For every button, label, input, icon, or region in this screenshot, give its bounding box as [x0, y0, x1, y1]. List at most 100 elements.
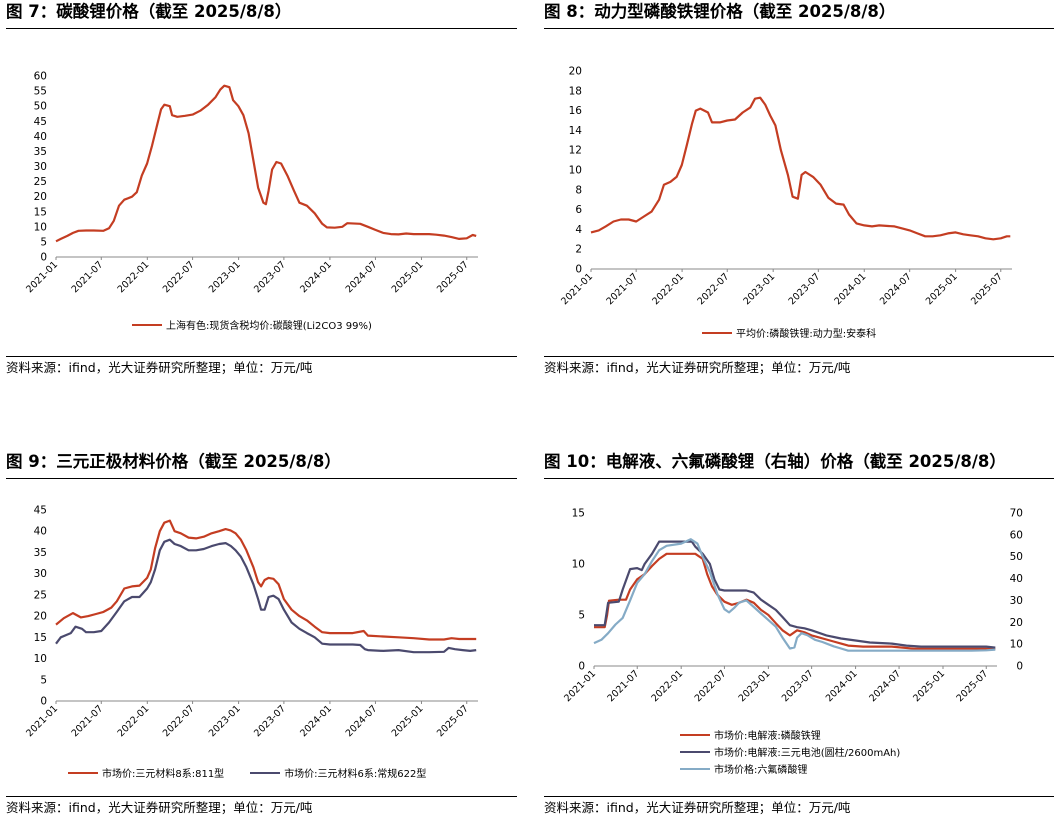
x-tick-label: 2023-07 — [252, 259, 288, 295]
y-tick-label: 16 — [569, 105, 583, 117]
y-tick-label: 15 — [572, 508, 585, 520]
chart-title: 图 8：动力型磷酸铁锂价格（截至 2025/8/8） — [544, 2, 896, 21]
legend-item: 平均价:磷酸铁锂:动力型:安泰科 — [702, 324, 876, 341]
chart-panel-ternary-cathode: 图 9：三元正极材料价格（截至 2025/8/8） 0 5 10 15 20 25 30 35… — [6, 450, 517, 832]
y-tick-label: 4 — [575, 224, 582, 236]
legend-swatch — [250, 771, 281, 774]
y-tick-label: 10 — [572, 559, 585, 571]
x-tick-label: 2021-07 — [606, 668, 642, 704]
x-tick-label: 2025-07 — [435, 703, 471, 739]
title-rule — [6, 478, 517, 479]
series-line — [594, 552, 996, 650]
y-tick-label: 0 — [575, 264, 582, 276]
y2-tick-label: 10 — [1010, 639, 1023, 651]
line-chart-lfp: 0 2 4 6 8 10 12 14 16 18 20 2021-01 2021-07 2022-01 20… — [559, 65, 1012, 307]
y-tick-label: 30 — [34, 161, 47, 173]
chart-legend: 市场价:三元材料8系:811型 市场价:三元材料6系:常规622型 — [68, 764, 452, 781]
y-tick-label: 12 — [569, 145, 582, 157]
x-tick-label: 2022-07 — [696, 271, 732, 307]
y2-tick-label: 0 — [1016, 661, 1023, 673]
series-line — [55, 519, 477, 641]
x-tick-label: 2025-07 — [969, 271, 1005, 307]
x-tick-label: 2022-01 — [649, 668, 685, 704]
x-tick-label: 2025-01 — [924, 271, 960, 307]
x-tick-label: 2023-01 — [741, 271, 777, 307]
y-tick-label: 25 — [34, 589, 47, 601]
y-tick-label: 10 — [34, 221, 47, 233]
y-tick-label: 2 — [575, 244, 582, 256]
x-tick-label: 2023-01 — [207, 703, 243, 739]
y-tick-label: 8 — [575, 184, 582, 196]
legend-label: 市场价:电解液:三元电池(圆柱/2600mAh) — [714, 748, 901, 759]
series-line — [593, 538, 996, 652]
y-tick-label: 45 — [34, 116, 47, 128]
legend-item: 市场价:三元材料8系:811型 — [68, 764, 224, 781]
y-tick-label: 40 — [34, 526, 47, 538]
legend-label: 市场价:电解液:磷酸铁锂 — [714, 731, 821, 742]
y-tick-label: 5 — [40, 236, 47, 248]
chart-legend: 上海有色:现货含税均价:碳酸锂(Li2CO3 99%) — [132, 316, 372, 333]
source-rule — [6, 796, 517, 797]
x-tick-label: 2022-01 — [650, 271, 686, 307]
y2-tick-label: 60 — [1010, 529, 1023, 541]
x-tick-label: 2024-07 — [344, 259, 380, 295]
legend-swatch — [680, 767, 710, 770]
y-tick-label: 0 — [40, 252, 47, 264]
y-tick-label: 5 — [578, 610, 585, 622]
source-rule — [544, 796, 1054, 797]
series-line — [55, 538, 477, 654]
x-tick-label: 2021-01 — [24, 703, 60, 739]
x-tick-label: 2021-07 — [604, 271, 640, 307]
y-tick-label: 0 — [578, 661, 585, 673]
x-tick-label: 2024-07 — [867, 668, 903, 704]
y2-tick-label: 30 — [1010, 595, 1023, 607]
legend-item: 市场价:电解液:三元电池(圆柱/2600mAh) — [680, 743, 900, 760]
y2-tick-label: 70 — [1010, 508, 1023, 520]
x-tick-label: 2024-01 — [833, 271, 869, 307]
x-tick-label: 2022-01 — [116, 703, 152, 739]
y-tick-label: 55 — [34, 86, 47, 98]
y-tick-label: 14 — [569, 125, 583, 137]
chart-title: 图 10：电解液、六氟磷酸锂（右轴）价格（截至 2025/8/8） — [544, 452, 1006, 471]
x-tick-label: 2025-07 — [435, 259, 471, 295]
series-line — [55, 84, 477, 243]
series-line — [594, 540, 996, 649]
x-tick-label: 2025-01 — [390, 259, 426, 295]
x-tick-label: 2023-01 — [207, 259, 243, 295]
x-tick-label: 2021-07 — [70, 259, 106, 295]
y-tick-label: 35 — [34, 146, 47, 158]
legend-swatch — [680, 733, 710, 736]
series-line — [590, 96, 1011, 241]
x-tick-label: 2023-07 — [252, 703, 288, 739]
x-tick-label: 2022-07 — [161, 703, 197, 739]
legend-item: 市场价格:六氟磷酸锂 — [680, 760, 900, 777]
y-tick-label: 10 — [34, 653, 47, 665]
y-tick-label: 50 — [34, 101, 47, 113]
x-tick-label: 2024-07 — [878, 271, 914, 307]
source-note: 资料来源：ifind，光大证券研究所整理；单位：万元/吨 — [6, 360, 313, 375]
legend-label: 市场价:三元材料8系:811型 — [102, 769, 225, 780]
y-tick-label: 15 — [34, 206, 47, 218]
source-note: 资料来源：ifind，光大证券研究所整理；单位：万元/吨 — [6, 800, 313, 815]
x-tick-label: 2025-01 — [390, 703, 426, 739]
legend-label: 市场价格:六氟磷酸锂 — [714, 765, 808, 776]
y-tick-label: 20 — [34, 611, 47, 623]
x-tick-label: 2023-07 — [787, 271, 823, 307]
y-tick-label: 6 — [575, 204, 582, 216]
y-tick-label: 35 — [34, 547, 47, 559]
chart-legend: 市场价:电解液:磷酸铁锂 市场价:电解液:三元电池(圆柱/2600mAh) 市场… — [680, 726, 900, 777]
legend-label: 市场价:三元材料6系:常规622型 — [284, 769, 427, 780]
x-tick-label: 2021-01 — [24, 259, 60, 295]
chart-title: 图 7：碳酸锂价格（截至 2025/8/8） — [6, 2, 292, 21]
y-tick-label: 45 — [34, 505, 47, 517]
x-tick-label: 2021-01 — [562, 668, 598, 704]
title-rule — [544, 28, 1054, 29]
chart-legend: 平均价:磷酸铁锂:动力型:安泰科 — [702, 324, 876, 341]
x-tick-label: 2022-07 — [161, 259, 197, 295]
chart-panel-electrolyte: 图 10：电解液、六氟磷酸锂（右轴）价格（截至 2025/8/8） 0 5 10 15… — [544, 450, 1054, 832]
y-tick-label: 60 — [34, 71, 47, 83]
x-tick-label: 2021-01 — [559, 271, 595, 307]
x-tick-label: 2025-07 — [955, 668, 991, 704]
